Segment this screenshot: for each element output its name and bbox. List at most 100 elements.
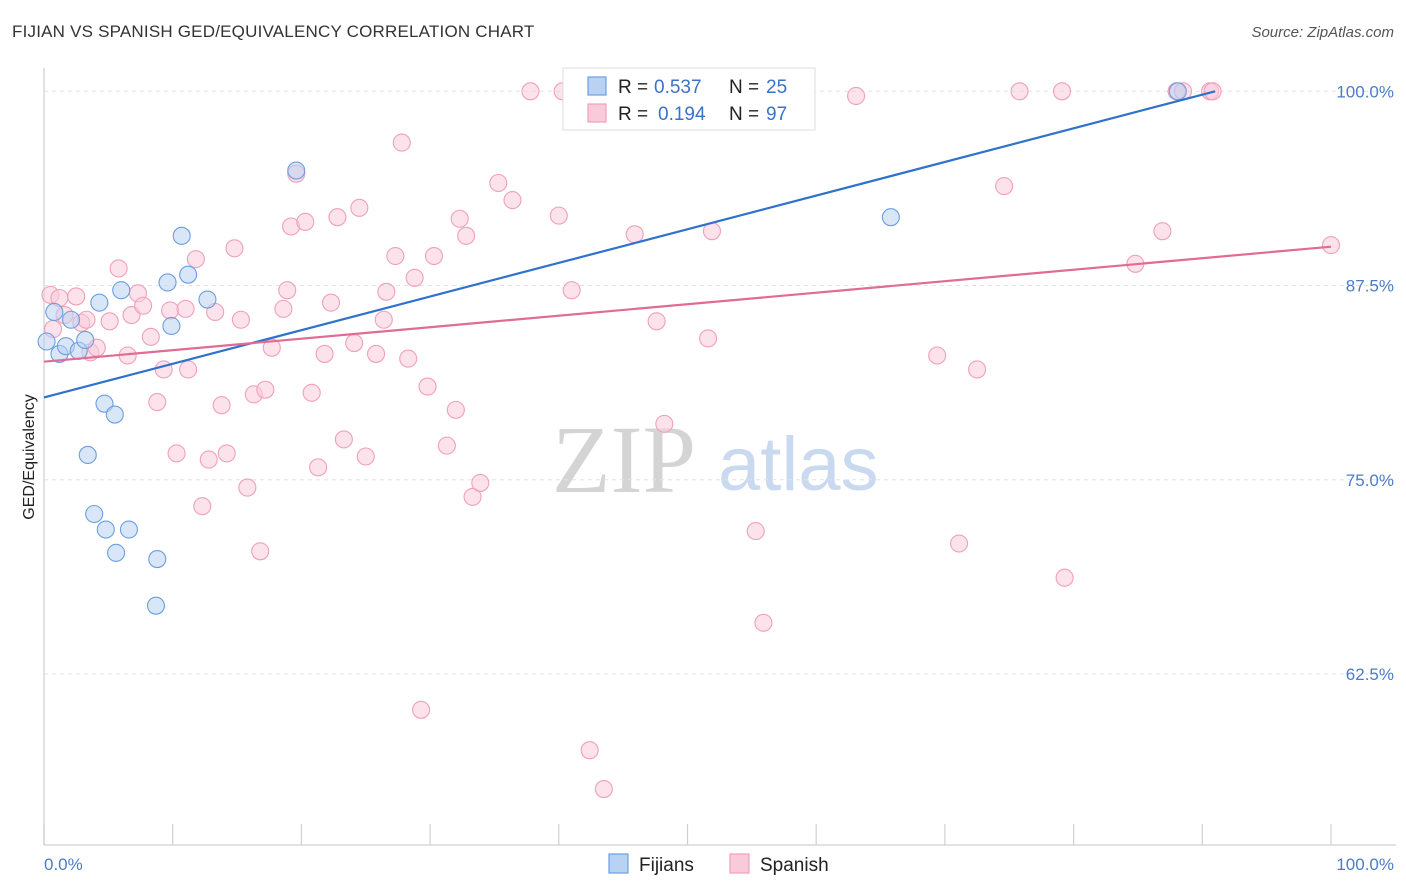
series-legend: Fijians Spanish (608, 853, 829, 876)
spanish-point-15 (141, 327, 160, 346)
spanish-point-57 (418, 377, 437, 396)
fijians-point-7 (78, 445, 97, 464)
watermark: ZIP atlas (552, 406, 879, 513)
fijians-point-20 (172, 226, 191, 245)
spanish-point-10 (109, 259, 128, 278)
spanish-point-60 (446, 400, 465, 419)
spanish-point-23 (193, 497, 212, 516)
spanish-point-39 (296, 212, 315, 231)
spanish-point-50 (374, 310, 393, 329)
trend-lines (43, 90, 1332, 399)
fijians-swatch (587, 76, 607, 96)
chart-source: Source: ZipAtlas.com (1251, 24, 1394, 41)
spanish-point-35 (274, 299, 293, 318)
spanish-point-72 (594, 780, 613, 799)
fijians-point-15 (119, 520, 138, 539)
spanish-point-30 (238, 478, 257, 497)
fijians-point-21 (179, 265, 198, 284)
spanish-point-85 (968, 360, 987, 379)
spanish-r-label: R = (618, 104, 648, 125)
spanish-point-83 (928, 346, 947, 365)
fijians-point-1 (45, 302, 64, 322)
spanish-point-22 (186, 250, 205, 269)
x-tick-label-min: 0.0% (44, 855, 83, 874)
spanish-point-59 (437, 436, 456, 455)
spanish-point-63 (463, 487, 482, 506)
fijians-point-10 (96, 520, 115, 539)
spanish-point-16 (148, 393, 167, 412)
spanish-point-14 (134, 296, 153, 315)
spanish-point-80 (754, 613, 773, 632)
spanish-point-28 (225, 239, 244, 258)
spanish-point-61 (450, 209, 469, 228)
spanish-point-47 (350, 198, 369, 217)
fijians-point-25 (1168, 82, 1187, 101)
spanish-point-78 (746, 522, 765, 541)
spanish-point-19 (167, 444, 186, 463)
spanish-point-26 (212, 396, 231, 415)
legend-spanish-label: Spanish (760, 855, 829, 876)
legend-fijians-label: Fijians (639, 855, 694, 876)
spanish-point-70 (562, 281, 581, 300)
spanish-point-74 (647, 312, 666, 331)
fijians-n-value: 25 (766, 77, 787, 98)
spanish-point-46 (345, 334, 364, 353)
fijians-trend-line (43, 90, 1216, 399)
spanish-point-76 (699, 329, 718, 348)
fijians-point-4 (61, 310, 81, 329)
spanish-trend-line (43, 245, 1332, 363)
fijians-point-16 (146, 596, 166, 615)
watermark-atlas: atlas (718, 422, 879, 507)
spanish-point-18 (161, 301, 180, 320)
spanish-point-42 (315, 344, 334, 363)
spanish-point-91 (1153, 222, 1172, 241)
y-tick-label-0: 100.0% (1336, 82, 1394, 101)
y-axis-label: GED/Equivalency (21, 394, 38, 519)
chart-title: FIJIAN VS SPANISH GED/EQUIVALENCY CORREL… (12, 22, 535, 41)
spanish-point-66 (503, 191, 522, 210)
spanish-point-32 (251, 542, 270, 561)
spanish-point-48 (356, 447, 375, 466)
spanish-point-68 (549, 206, 568, 225)
spanish-point-82 (847, 86, 866, 106)
spanish-point-53 (392, 133, 411, 152)
fijians-point-18 (158, 273, 177, 292)
spanish-point-84 (950, 534, 969, 553)
spanish-n-label: N = (729, 104, 759, 125)
fijians-point-24 (881, 208, 900, 227)
spanish-point-56 (412, 700, 431, 719)
fijians-point-23 (287, 161, 306, 180)
spanish-point-33 (256, 380, 275, 399)
spanish-point-44 (328, 208, 347, 227)
fijians-point-19 (162, 316, 181, 336)
spanish-point-64 (471, 473, 490, 492)
fijians-point-12 (105, 405, 124, 424)
x-tick-label-max: 100.0% (1336, 855, 1394, 874)
spanish-point-96 (1321, 236, 1341, 255)
spanish-point-65 (489, 173, 508, 193)
spanish-point-40 (302, 383, 321, 402)
spanish-point-73 (625, 225, 644, 244)
y-tick-label-1: 87.5% (1346, 277, 1394, 296)
fijians-point-14 (112, 281, 131, 300)
spanish-point-89 (1055, 568, 1074, 587)
watermark-zip: ZIP (552, 406, 696, 513)
legend-spanish-swatch (729, 853, 750, 874)
spanish-n-value: 97 (766, 104, 787, 125)
fijians-r-label: R = (618, 77, 648, 98)
spanish-point-49 (366, 344, 386, 363)
spanish-point-58 (424, 246, 444, 266)
spanish-point-9 (100, 312, 119, 331)
spanish-point-41 (309, 458, 328, 477)
gridlines (44, 90, 1396, 675)
spanish-point-86 (995, 177, 1014, 196)
spanish-point-29 (231, 310, 250, 329)
legend-fijians-swatch (608, 853, 629, 874)
spanish-point-51 (377, 282, 396, 301)
spanish-point-36 (278, 281, 297, 300)
fijians-n-label: N = (729, 77, 759, 98)
spanish-point-27 (217, 444, 236, 463)
spanish-point-52 (386, 246, 405, 266)
stats-legend: R = 0.537 N = 25 R = 0.194 N = 97 (562, 67, 816, 131)
spanish-point-71 (580, 741, 599, 760)
